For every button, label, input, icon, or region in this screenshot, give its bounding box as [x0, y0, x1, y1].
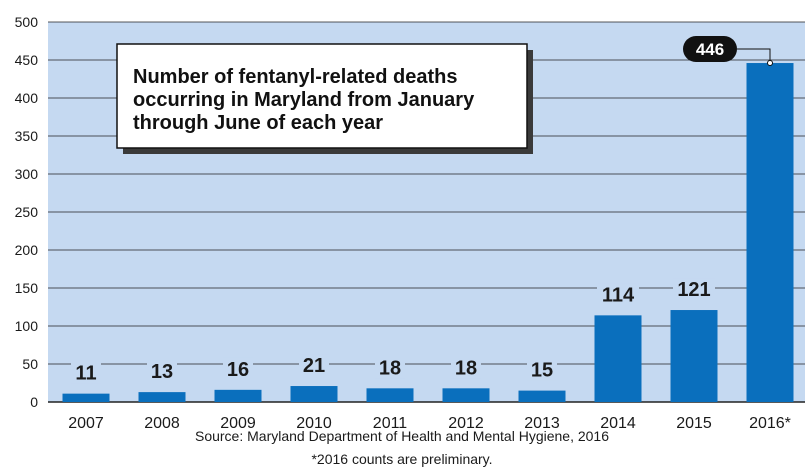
bar	[594, 315, 642, 402]
data-label-backdrop	[223, 357, 253, 380]
data-label: 15	[531, 360, 553, 382]
data-label: 11	[75, 363, 96, 385]
bar	[746, 63, 794, 402]
bar	[442, 388, 490, 402]
data-label-backdrop	[147, 360, 177, 383]
footnote: *2016 counts are preliminary.	[311, 451, 492, 467]
bar	[290, 386, 338, 402]
y-tick-label: 250	[15, 204, 39, 220]
data-label-backdrop	[299, 354, 329, 377]
bar	[670, 310, 718, 402]
data-label-backdrop	[527, 358, 557, 381]
bars: 11 13 16 21 18 18 15 114 121 446	[62, 36, 794, 402]
y-tick-label: 450	[15, 52, 39, 68]
x-tick-label: 2014	[600, 415, 636, 432]
y-tick-label: 150	[15, 280, 39, 296]
highlight-callout-bubble	[683, 36, 737, 62]
bar	[214, 389, 262, 402]
data-label: 18	[379, 357, 401, 379]
data-label: 446	[696, 40, 724, 59]
data-label: 13	[151, 361, 173, 383]
x-tick-label: 2009	[220, 415, 256, 432]
data-label: 18	[455, 357, 477, 379]
data-label-backdrop	[597, 283, 639, 306]
title-box: Number of fentanyl-related deaths occurr…	[116, 43, 533, 154]
x-tick-label: 2012	[448, 415, 484, 432]
y-tick-label: 50	[22, 356, 38, 372]
x-tick-label: 2016*	[749, 415, 791, 432]
title-line-1: Number of fentanyl-related deaths	[133, 66, 458, 88]
x-tick-label: 2015	[676, 415, 712, 432]
data-label-backdrop	[71, 361, 101, 384]
y-tick-label: 500	[15, 14, 39, 30]
data-label-backdrop	[673, 278, 715, 301]
data-label: 21	[303, 355, 325, 377]
x-tick-label: 2008	[144, 415, 180, 432]
data-label-backdrop	[375, 356, 405, 379]
y-tick-label: 300	[15, 166, 39, 182]
y-tick-label: 200	[15, 242, 39, 258]
title-line-3: through June of each year	[133, 112, 383, 134]
bar	[138, 392, 186, 402]
bar	[518, 390, 566, 402]
highlight-callout-dot	[767, 60, 773, 67]
bar	[366, 388, 414, 402]
data-label: 121	[677, 279, 710, 301]
y-axis-ticks: 0 50 100 150 200 250 300 350 400 450 500	[15, 14, 39, 410]
data-label: 114	[602, 284, 635, 306]
x-tick-label: 2010	[296, 415, 332, 432]
source-note: Source: Maryland Department of Health an…	[195, 428, 609, 444]
y-tick-label: 400	[15, 90, 39, 106]
x-axis-labels: 2007 2008 2009 2010 2011 2012 2013 2014 2015 2016…	[68, 415, 791, 432]
title-box-frame	[116, 43, 528, 149]
data-label-backdrop	[451, 356, 481, 379]
x-tick-label: 2013	[524, 415, 560, 432]
y-tick-label: 100	[15, 318, 39, 334]
y-tick-label: 350	[15, 128, 39, 144]
data-label: 16	[227, 359, 249, 381]
bar	[62, 393, 110, 402]
title-line-2: occurring in Maryland from January	[133, 89, 475, 111]
x-tick-label: 2007	[68, 415, 104, 432]
y-tick-label: 0	[30, 394, 38, 410]
x-tick-label: 2011	[373, 415, 408, 432]
highlight-callout-leader	[737, 48, 771, 64]
